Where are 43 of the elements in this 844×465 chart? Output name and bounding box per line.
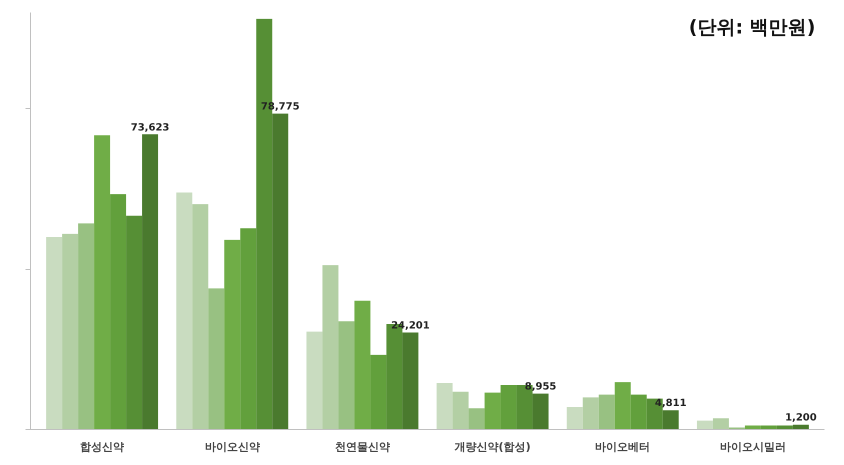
bar	[614, 382, 631, 430]
bar	[142, 134, 158, 430]
bar	[662, 410, 679, 430]
bar	[792, 424, 809, 430]
bar	[484, 392, 501, 430]
bar	[272, 114, 288, 430]
bar	[62, 234, 78, 430]
x-tick-label: 바이오신약	[204, 440, 260, 454]
x-tick-label: 개량신약(합성)	[454, 440, 531, 454]
bar	[436, 382, 453, 430]
bar	[402, 332, 418, 430]
bar	[354, 300, 370, 430]
bar	[468, 408, 485, 430]
bar	[566, 407, 583, 430]
bar	[176, 192, 192, 430]
bar	[192, 204, 208, 430]
bar	[94, 135, 110, 430]
bar	[696, 420, 713, 430]
bar	[452, 392, 469, 430]
bar	[598, 394, 615, 430]
bar	[712, 418, 729, 430]
bar	[338, 321, 354, 430]
x-tick-label: 천연물신약	[334, 440, 390, 454]
x-tick-label: 바이오시밀러	[720, 440, 786, 454]
bar	[126, 216, 142, 430]
data-label: 1,200	[785, 412, 817, 424]
annotation: (단위: 백만원)	[688, 16, 816, 38]
bar	[110, 194, 126, 430]
x-tick-label: 합성신약	[80, 440, 124, 454]
bar	[208, 288, 224, 430]
bar	[46, 237, 62, 430]
data-label: 73,623	[130, 122, 170, 134]
bar	[322, 265, 338, 430]
bar	[582, 397, 599, 430]
x-tick-label: 바이오베터	[595, 440, 650, 454]
bar	[370, 354, 386, 430]
bar	[306, 332, 322, 430]
bar	[532, 394, 549, 430]
bar	[78, 223, 94, 430]
bar	[224, 240, 240, 430]
bar	[630, 394, 647, 430]
bar	[240, 228, 256, 430]
bar	[500, 384, 517, 430]
